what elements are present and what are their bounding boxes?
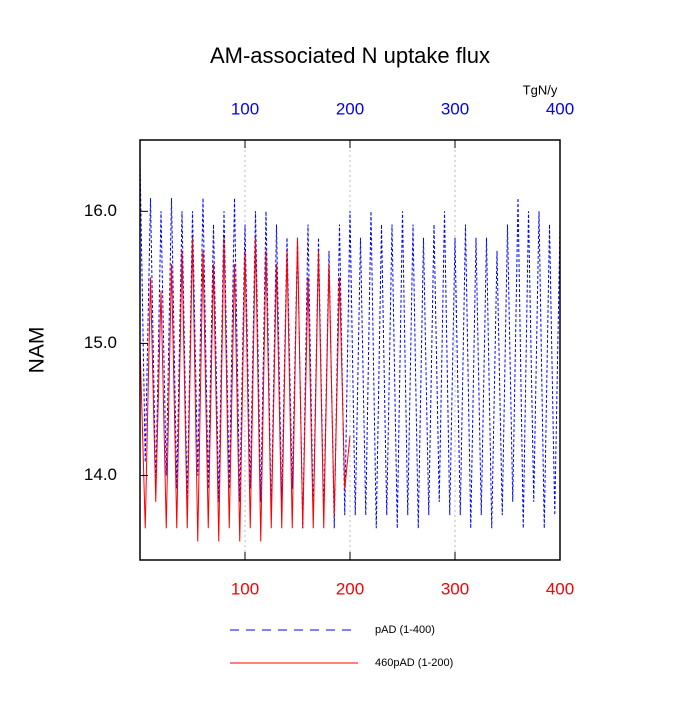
top-tick-label: 300 bbox=[441, 99, 469, 118]
grid bbox=[244, 140, 456, 560]
y-axis-label: NAM bbox=[26, 327, 49, 374]
legend-label: 460pAD (1-200) bbox=[375, 657, 453, 669]
x-tick-label: 300 bbox=[441, 579, 469, 598]
chart-title: AM-associated N uptake flux bbox=[210, 43, 490, 68]
y-tick-label: 14.0 bbox=[84, 465, 117, 484]
x-tick-label: 200 bbox=[336, 579, 364, 598]
top-axis-label: TgN/y bbox=[523, 82, 558, 97]
top-tick-label: 400 bbox=[546, 99, 574, 118]
x-tick-label: 400 bbox=[546, 579, 574, 598]
top-tick-label: 200 bbox=[336, 99, 364, 118]
y-tick-label: 15.0 bbox=[84, 333, 117, 352]
series-line bbox=[139, 158, 561, 529]
x-tick-label: 100 bbox=[231, 579, 259, 598]
legend-label: pAD (1-400) bbox=[375, 624, 435, 636]
y-tick-label: 16.0 bbox=[84, 201, 117, 220]
top-tick-label: 100 bbox=[231, 99, 259, 118]
plot-area bbox=[139, 158, 561, 542]
series-line bbox=[139, 237, 351, 542]
